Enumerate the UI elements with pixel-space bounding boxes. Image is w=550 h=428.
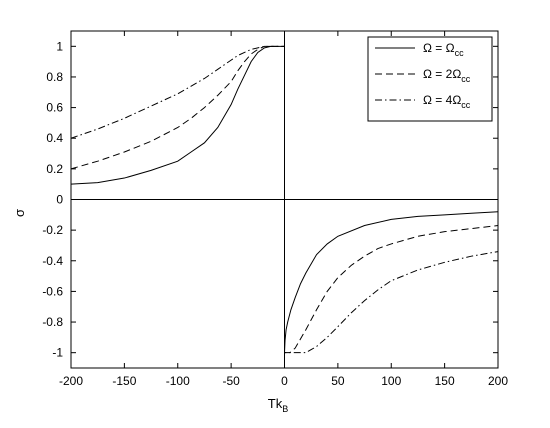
- legend-label-3: Ω = 4Ωcc: [423, 93, 471, 110]
- legend-label-subscript: cc: [455, 48, 465, 58]
- x-tick-label: -100: [166, 374, 190, 388]
- legend-label-1: Ω = Ωcc: [423, 41, 464, 58]
- legend-label-main: Ω = 2Ω: [423, 67, 461, 81]
- y-tick-label: -0.4: [42, 254, 63, 268]
- y-tick-label: 1: [56, 39, 63, 53]
- x-tick-label: 150: [435, 374, 455, 388]
- series-line-2: [70, 45, 499, 354]
- y-tick-label: 0: [56, 193, 63, 207]
- series-layer: [70, 45, 499, 354]
- y-tick-label: 0.2: [46, 162, 63, 176]
- y-tick-label: -0.2: [42, 223, 63, 237]
- y-tick-label: 0.8: [46, 70, 63, 84]
- legend-label-subscript: cc: [461, 74, 471, 84]
- x-axis-label-subscript: B: [282, 404, 288, 414]
- y-axis-label: σ: [12, 209, 27, 217]
- x-axis-label-main: Tk: [268, 396, 283, 411]
- x-tick-label: 200: [488, 374, 508, 388]
- y-tick-label: 0.6: [46, 101, 63, 115]
- legend-label-main: Ω = Ω: [423, 41, 455, 55]
- legend-box: [367, 36, 493, 122]
- x-tick-label: 50: [331, 374, 345, 388]
- ticks-layer: -200 -150 -100 -50 0 50 100 150 200 -1 -0.8 -0.6 -0.…: [42, 31, 508, 388]
- x-axis-label: TkB: [268, 396, 288, 414]
- y-tick-label: 0.4: [46, 131, 63, 145]
- x-tick-label: 100: [381, 374, 401, 388]
- x-tick-label: -150: [112, 374, 136, 388]
- x-tick-label: -50: [222, 374, 240, 388]
- legend-label-2: Ω = 2Ωcc: [423, 67, 471, 84]
- legend-label-main: Ω = 4Ω: [423, 93, 461, 107]
- x-tick-label: -200: [59, 374, 83, 388]
- legend-label-subscript: cc: [461, 100, 471, 110]
- y-tick-label: -0.6: [42, 284, 63, 298]
- y-tick-label: -0.8: [42, 315, 63, 329]
- y-tick-label: -1: [52, 346, 63, 360]
- x-tick-label: 0: [281, 374, 288, 388]
